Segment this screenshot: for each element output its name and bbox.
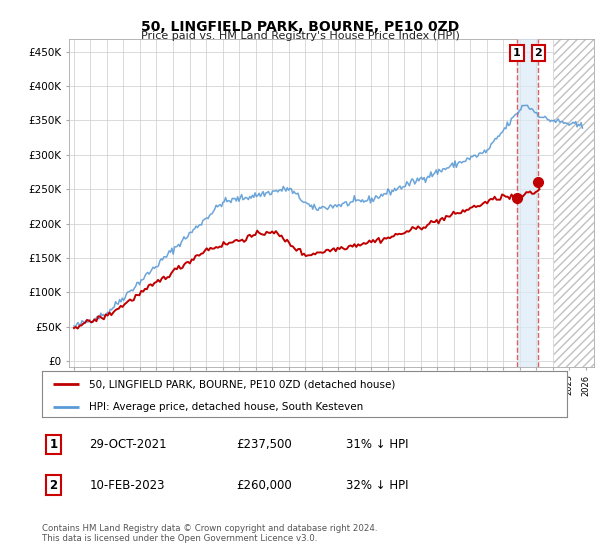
Text: Price paid vs. HM Land Registry's House Price Index (HPI): Price paid vs. HM Land Registry's House … xyxy=(140,31,460,41)
Text: Contains HM Land Registry data © Crown copyright and database right 2024.
This d: Contains HM Land Registry data © Crown c… xyxy=(42,524,377,543)
Text: £260,000: £260,000 xyxy=(236,479,292,492)
Bar xyxy=(517,39,538,367)
Text: 2: 2 xyxy=(49,479,58,492)
Text: 1: 1 xyxy=(49,438,58,451)
Text: 2: 2 xyxy=(535,48,542,58)
Text: 31% ↓ HPI: 31% ↓ HPI xyxy=(347,438,409,451)
Bar xyxy=(554,39,600,367)
Text: 1: 1 xyxy=(513,48,521,58)
Text: 32% ↓ HPI: 32% ↓ HPI xyxy=(347,479,409,492)
Text: 10-FEB-2023: 10-FEB-2023 xyxy=(89,479,165,492)
Text: 29-OCT-2021: 29-OCT-2021 xyxy=(89,438,167,451)
Bar xyxy=(554,39,600,367)
Text: 50, LINGFIELD PARK, BOURNE, PE10 0ZD (detached house): 50, LINGFIELD PARK, BOURNE, PE10 0ZD (de… xyxy=(89,379,395,389)
Text: £237,500: £237,500 xyxy=(236,438,292,451)
Text: 50, LINGFIELD PARK, BOURNE, PE10 0ZD: 50, LINGFIELD PARK, BOURNE, PE10 0ZD xyxy=(141,20,459,34)
Text: HPI: Average price, detached house, South Kesteven: HPI: Average price, detached house, Sout… xyxy=(89,402,364,412)
